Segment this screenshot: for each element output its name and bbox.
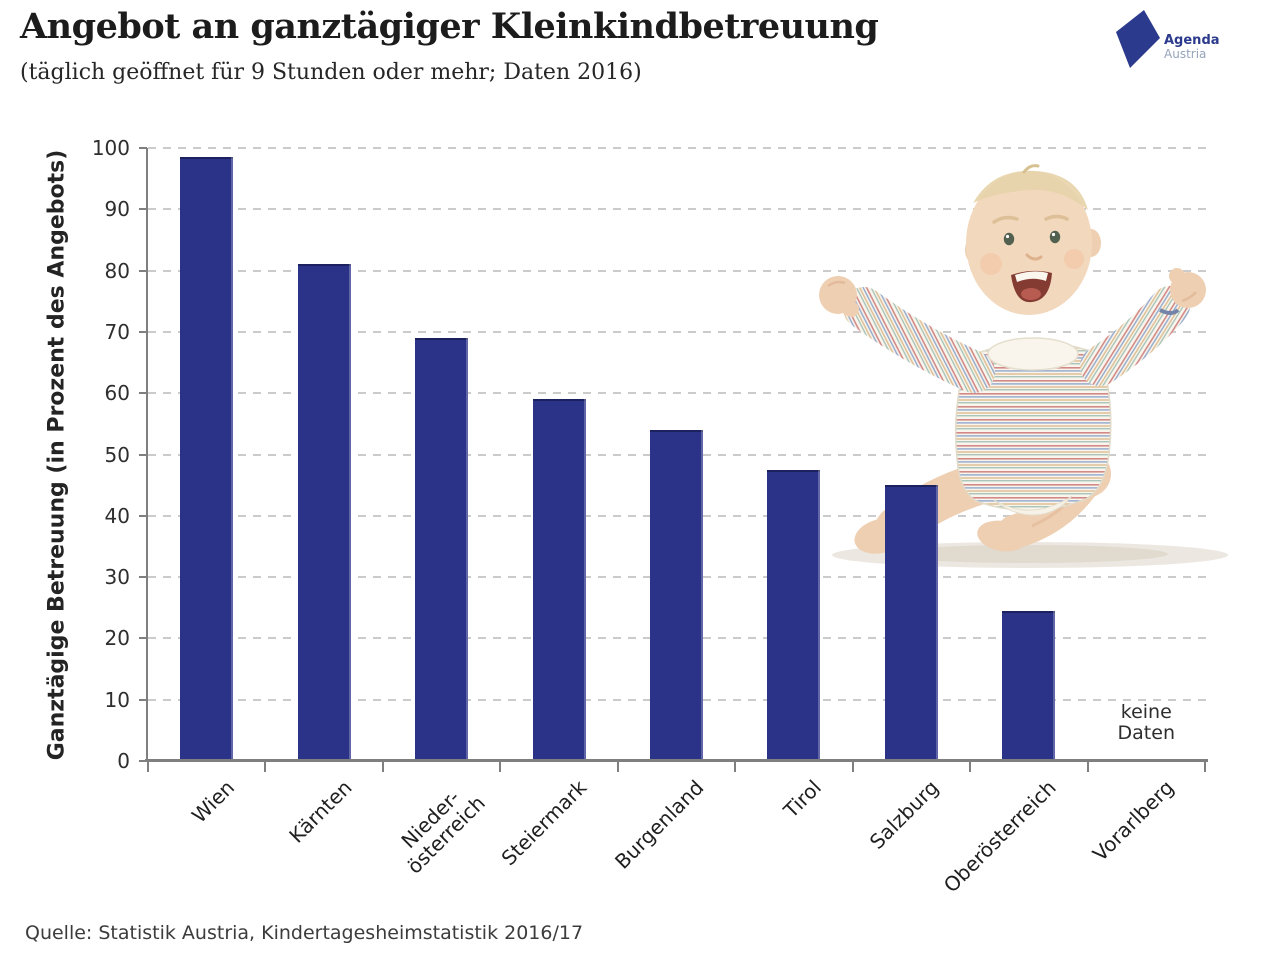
x-tick-mark-1 [264, 762, 267, 772]
y-tick-mark-10 [139, 698, 147, 701]
bar-nieder-österreich [415, 338, 469, 761]
h-gridline-60 [148, 392, 1211, 395]
y-tick-mark-40 [139, 514, 147, 517]
y-tick-label-50: 50 [104, 442, 130, 467]
bar-wien [180, 157, 234, 761]
page-title: Angebot an ganztägiger Kleinkindbetreuun… [20, 6, 879, 47]
y-tick-mark-80 [139, 269, 147, 272]
x-tick-mark-9 [1204, 762, 1206, 772]
x-tick-mark-0 [147, 762, 149, 772]
x-tick-label-steiermark: Steiermark [496, 775, 592, 871]
y-tick-label-80: 80 [104, 258, 130, 283]
x-axis-line [145, 759, 1208, 762]
y-tick-label-20: 20 [104, 626, 130, 651]
x-tick-mark-6 [851, 762, 854, 772]
y-tick-mark-0 [139, 760, 147, 762]
y-tick-label-40: 40 [104, 503, 130, 528]
y-tick-mark-20 [139, 637, 147, 640]
x-tick-label-salzburg: Salzburg [865, 775, 944, 854]
no-data-label: keine Daten [1117, 701, 1175, 744]
y-tick-label-90: 90 [104, 197, 130, 222]
bar-kärnten [297, 264, 351, 761]
x-tick-mark-5 [734, 762, 737, 772]
y-axis-line [146, 148, 148, 762]
x-tick-mark-2 [381, 762, 384, 772]
x-tick-label-wien: Wien [186, 775, 239, 828]
bar-tirol [767, 469, 821, 761]
y-tick-label-0: 0 [117, 749, 130, 773]
y-tick-label-70: 70 [104, 319, 130, 344]
logo-brand-line1: Agenda [1164, 33, 1220, 48]
bar-burgenland [650, 429, 703, 761]
h-gridline-80 [148, 269, 1211, 272]
y-axis-title: Ganztägige Betreuung (in Prozent des Ang… [44, 149, 70, 761]
x-tick-label-oberösterreich: Oberösterreich [939, 775, 1062, 898]
y-tick-mark-90 [139, 208, 147, 211]
x-tick-label-tirol: Tirol [779, 775, 827, 823]
y-tick-label-10: 10 [104, 687, 130, 712]
x-tick-label-nieder-österreich: Nieder- österreich [396, 785, 490, 879]
logo-brand-line2: Austria [1164, 46, 1207, 61]
x-tick-mark-7 [969, 762, 972, 772]
x-tick-label-vorarlberg: Vorarlberg [1087, 775, 1179, 866]
x-tick-mark-8 [1086, 762, 1089, 772]
page-subtitle: (täglich geöffnet für 9 Stunden oder meh… [20, 60, 642, 85]
h-gridline-100 [148, 147, 1211, 149]
y-tick-label-30: 30 [104, 565, 130, 590]
logo-text: Agenda Austria [1164, 34, 1220, 60]
y-tick-mark-70 [139, 330, 147, 333]
y-tick-mark-30 [139, 576, 147, 579]
logo-diamond-icon [1116, 10, 1160, 68]
h-gridline-90 [148, 208, 1211, 211]
x-tick-mark-4 [616, 762, 619, 772]
agenda-austria-logo: Agenda Austria [1108, 8, 1258, 72]
y-tick-mark-100 [139, 147, 147, 149]
x-tick-label-burgenland: Burgenland [610, 775, 709, 874]
bar-salzburg [884, 485, 938, 761]
bar-oberösterreich [1002, 610, 1056, 761]
h-gridline-70 [148, 330, 1211, 333]
baby-photo [819, 164, 1228, 568]
x-tick-label-kärnten: Kärnten [284, 775, 357, 848]
bar-steiermark [532, 399, 586, 761]
x-tick-mark-3 [499, 762, 502, 772]
y-tick-label-100: 100 [91, 136, 130, 160]
source-note: Quelle: Statistik Austria, Kindertageshe… [25, 922, 584, 944]
y-tick-mark-50 [139, 453, 147, 456]
y-tick-label-60: 60 [104, 381, 130, 406]
y-tick-mark-60 [139, 392, 147, 395]
